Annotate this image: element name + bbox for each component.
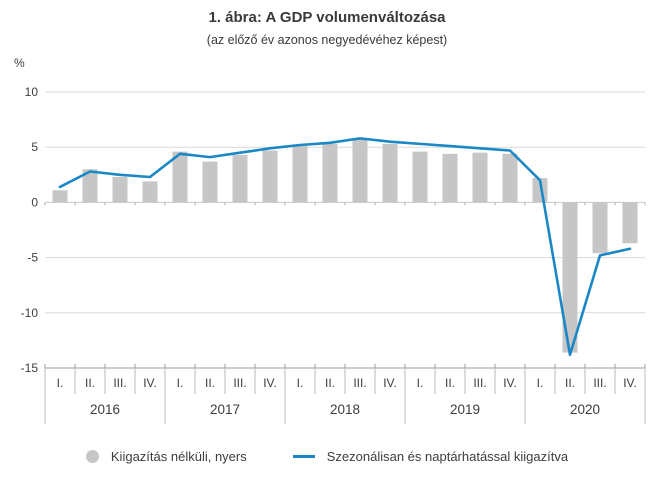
quarter-tick-label: III. [233, 376, 246, 390]
quarter-tick-label: I. [297, 376, 304, 390]
legend-label-raw: Kiigazítás nélküli, nyers [110, 449, 247, 464]
year-tick-label: 2016 [90, 402, 120, 417]
gdp-bar [382, 143, 398, 203]
y-tick-label: 5 [31, 140, 38, 154]
gdp-bar [52, 190, 68, 203]
quarter-tick-label: III. [473, 376, 486, 390]
gdp-bar [262, 150, 278, 203]
quarter-tick-label: IV. [263, 376, 277, 390]
gdp-bar [232, 154, 248, 203]
quarter-tick-label: IV. [383, 376, 397, 390]
gdp-bar [622, 202, 638, 244]
year-tick-label: 2018 [330, 402, 360, 417]
gdp-bar [322, 143, 338, 203]
y-tick-label: -10 [21, 306, 39, 320]
gdp-bar [352, 139, 368, 203]
quarter-tick-label: II. [205, 376, 215, 390]
adjusted-series-line [58, 137, 632, 357]
gdp-bar [592, 202, 608, 254]
quarter-tick-label: I. [57, 376, 64, 390]
gdp-bar [472, 152, 488, 203]
y-tick-label: -5 [27, 251, 38, 265]
raw-series-marker-icon [85, 450, 99, 463]
legend-item-adjusted: Szezonálisan és naptárhatással kiigazítv… [292, 449, 569, 464]
quarter-tick-label: IV. [503, 376, 517, 390]
gdp-bar [202, 161, 218, 203]
quarter-tick-label: II. [85, 376, 95, 390]
year-tick-label: 2019 [450, 402, 480, 417]
gdp-bar [442, 153, 458, 203]
legend-label-adjusted: Szezonálisan és naptárhatással kiigazítv… [326, 449, 569, 464]
chart-legend: Kiigazítás nélküli, nyers Szezonálisan é… [0, 449, 654, 464]
legend-item-raw: Kiigazítás nélküli, nyers [85, 449, 247, 464]
gdp-bar [562, 202, 578, 353]
quarter-tick-label: II. [445, 376, 455, 390]
quarter-tick-label: II. [565, 376, 575, 390]
quarter-tick-label: IV. [143, 376, 157, 390]
year-tick-label: 2020 [570, 402, 600, 417]
quarter-tick-label: III. [353, 376, 366, 390]
gdp-bar [82, 169, 98, 203]
quarter-tick-label: III. [593, 376, 606, 390]
gdp-bar [292, 146, 308, 203]
gdp-bar [172, 151, 188, 203]
year-tick-label: 2017 [210, 402, 240, 417]
chart-plot-area: 10 5 0 -5 -10 -15 I. II. III. IV. I. II. III. IV. I. II… [21, 85, 646, 424]
y-tick-label: 0 [31, 195, 38, 209]
quarter-tick-label: I. [417, 376, 424, 390]
gdp-bar [412, 151, 428, 203]
quarter-tick-label: IV. [623, 376, 637, 390]
chart-title: 1. ábra: A GDP volumenváltozása [208, 9, 446, 26]
quarter-tick-label: I. [537, 376, 544, 390]
gdp-bar [112, 177, 128, 203]
y-tick-label: 10 [25, 85, 39, 99]
chart-subtitle: (az előző év azonos negyedévéhez képest) [206, 33, 448, 47]
quarter-tick-label: I. [177, 376, 184, 390]
adjusted-series-line-icon [292, 455, 315, 458]
y-axis-unit-label: % [14, 56, 25, 70]
y-tick-label: -15 [21, 361, 39, 375]
gdp-bar [142, 181, 158, 203]
quarter-tick-label: III. [113, 376, 126, 390]
gdp-bar [502, 153, 518, 203]
quarter-tick-label: II. [325, 376, 335, 390]
